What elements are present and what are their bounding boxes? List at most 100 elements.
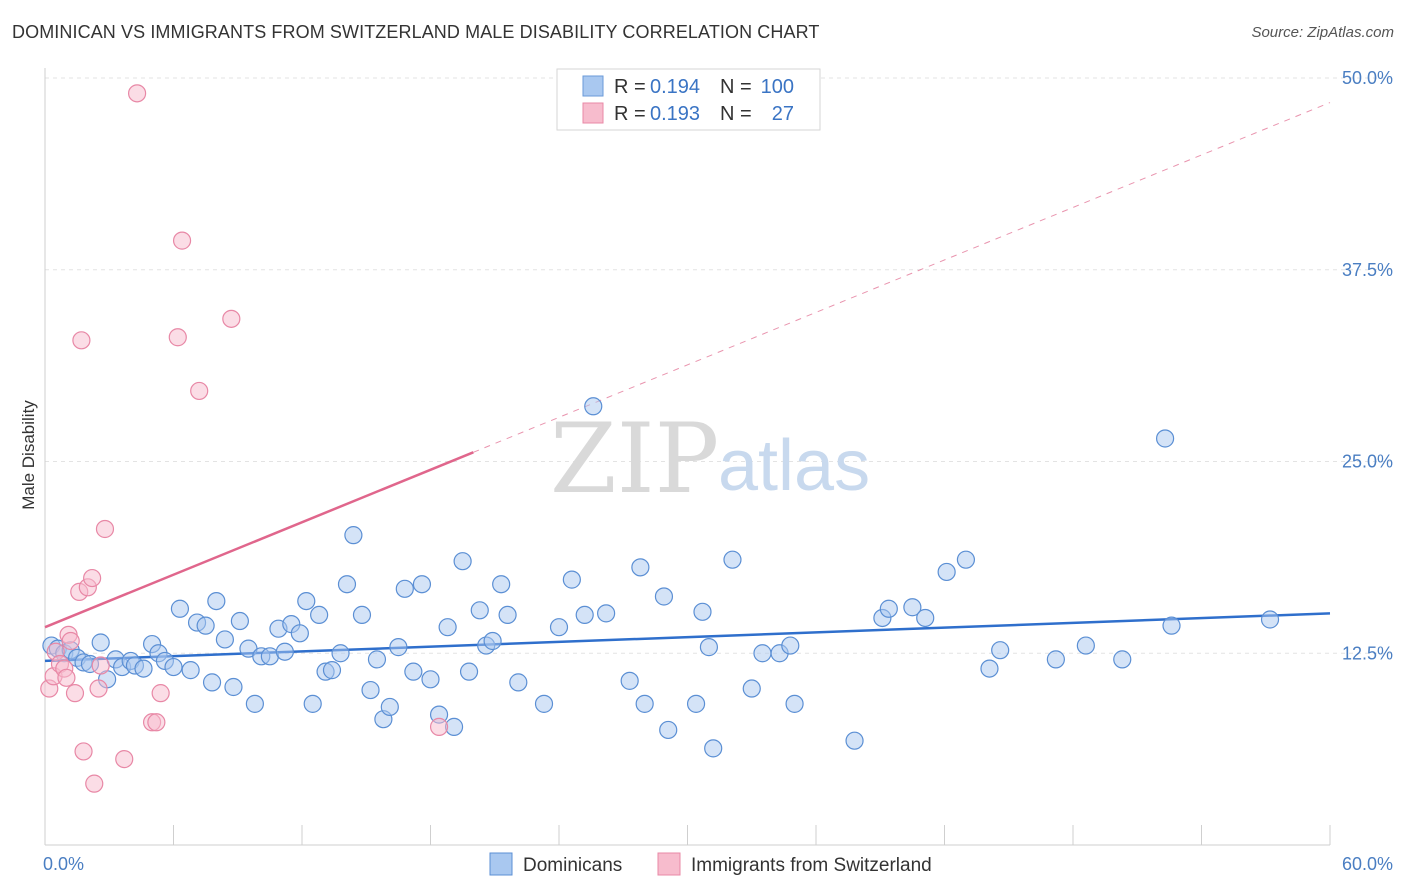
- dominicans-point: [845, 731, 864, 750]
- dominicans-point: [635, 694, 654, 713]
- dominicans-point: [704, 739, 723, 758]
- dominicans-point: [509, 673, 528, 692]
- y-tick-labels: 12.5% 25.0% 37.5% 50.0%: [1342, 68, 1393, 663]
- dominicans-point: [686, 694, 706, 713]
- dominicans-point: [534, 694, 554, 713]
- switzerland-point: [115, 749, 134, 769]
- dominicans-point: [723, 550, 742, 569]
- switzerland-point: [57, 668, 76, 687]
- dominicans-point: [659, 720, 678, 740]
- dominicans-point: [361, 680, 380, 700]
- dominicans-point: [438, 618, 457, 637]
- dominicans-point: [753, 644, 772, 663]
- switzerland-point: [72, 331, 91, 350]
- x-tick-label: 60.0%: [1342, 854, 1393, 874]
- dominicans-point: [395, 579, 414, 598]
- dominicans-point: [322, 661, 342, 680]
- dominicans-point: [164, 657, 183, 677]
- dominicans-point: [1260, 610, 1280, 629]
- dominicans-point: [310, 605, 329, 625]
- legend-n-label: N =: [720, 76, 752, 98]
- legend-swatch: [582, 75, 604, 97]
- dominicans-point: [781, 636, 800, 655]
- switzerland-point: [85, 774, 104, 793]
- grid-lines: [45, 77, 1392, 654]
- dominicans-point: [224, 677, 243, 697]
- dominicans-point: [597, 604, 616, 623]
- switzerland-point: [429, 717, 449, 736]
- legend-n-label: N =: [720, 103, 752, 125]
- y-tick-label: 50.0%: [1342, 68, 1393, 88]
- watermark-zip: ZIP: [550, 403, 719, 515]
- switzerland-point: [127, 84, 147, 103]
- x-tick-label: 0.0%: [43, 854, 84, 874]
- dominicans-point: [202, 673, 222, 692]
- dominicans-point: [785, 694, 804, 713]
- dominicans-point: [483, 631, 502, 651]
- bottom-legend-label: Dominicans: [523, 855, 622, 876]
- legend-swatch: [582, 102, 604, 124]
- legend-r-value: 0.194: [650, 76, 700, 98]
- dominicans-point: [1076, 636, 1095, 655]
- dominicans-point: [389, 638, 408, 657]
- switzerland-point: [65, 684, 85, 703]
- dominicans-point: [134, 659, 153, 678]
- dominicans-point: [260, 647, 279, 666]
- switzerland-point: [147, 713, 166, 732]
- legend-r-label: R =: [614, 76, 646, 98]
- data-points: [40, 84, 1280, 793]
- dominicans-point: [693, 602, 712, 621]
- dominicans-point: [412, 575, 432, 594]
- switzerland-trend-line: [44, 451, 474, 629]
- source-label: Source: ZipAtlas.com: [1251, 24, 1394, 41]
- dominicans-point: [620, 671, 639, 690]
- switzerland-point: [168, 328, 187, 347]
- y-axis-label: Male Disability: [19, 400, 38, 510]
- dominicans-point: [215, 630, 234, 649]
- switzerland-point: [83, 568, 102, 588]
- dominicans-point: [584, 397, 603, 416]
- switzerland-point: [151, 684, 170, 703]
- dominicans-point: [562, 570, 581, 589]
- watermark-atlas: atlas: [718, 426, 870, 506]
- legend-r-value: 0.193: [650, 103, 700, 125]
- dominicans-point: [498, 605, 517, 625]
- dominicans-point: [654, 587, 674, 606]
- dominicans-point: [742, 679, 761, 698]
- switzerland-trend-extension: [473, 102, 1331, 453]
- y-tick-label: 25.0%: [1342, 452, 1393, 472]
- switzerland-point: [172, 231, 192, 250]
- dominicans-point: [631, 558, 650, 577]
- dominicans-point: [459, 662, 479, 681]
- bottom-legend: Dominicans Immigrants from Switzerland: [489, 852, 932, 876]
- dominicans-point: [1162, 616, 1181, 635]
- dominicans-point: [916, 608, 935, 628]
- switzerland-point: [95, 519, 115, 539]
- dominicans-point: [181, 661, 200, 680]
- dominicans-point: [91, 633, 110, 652]
- dominicans-point: [337, 575, 357, 594]
- dominicans-point: [956, 550, 976, 569]
- dominicans-point: [303, 694, 322, 713]
- dominicans-point: [421, 670, 440, 689]
- legend-r-label: R =: [614, 103, 646, 125]
- dominicans-point: [230, 611, 249, 631]
- dominicans-point: [980, 659, 999, 678]
- legend-n-value: 100: [761, 76, 794, 98]
- y-tick-label: 37.5%: [1342, 260, 1393, 280]
- dominicans-point: [331, 644, 350, 663]
- dominicans-point: [903, 598, 922, 617]
- axes: [44, 68, 1331, 846]
- legend: R = 0.194 N = 100 R = 0.193 N = 27: [556, 68, 821, 131]
- dominicans-point: [699, 638, 719, 657]
- dominicans-point: [549, 618, 569, 637]
- dominicans-point: [170, 599, 190, 618]
- dominicans-point: [991, 641, 1010, 660]
- bottom-legend-swatch: [657, 852, 681, 876]
- switzerland-point: [61, 631, 80, 651]
- dominicans-point: [575, 605, 594, 625]
- dominicans-point: [245, 694, 264, 713]
- x-tick-labels: 0.0% 60.0%: [43, 854, 1393, 874]
- switzerland-point: [190, 381, 209, 401]
